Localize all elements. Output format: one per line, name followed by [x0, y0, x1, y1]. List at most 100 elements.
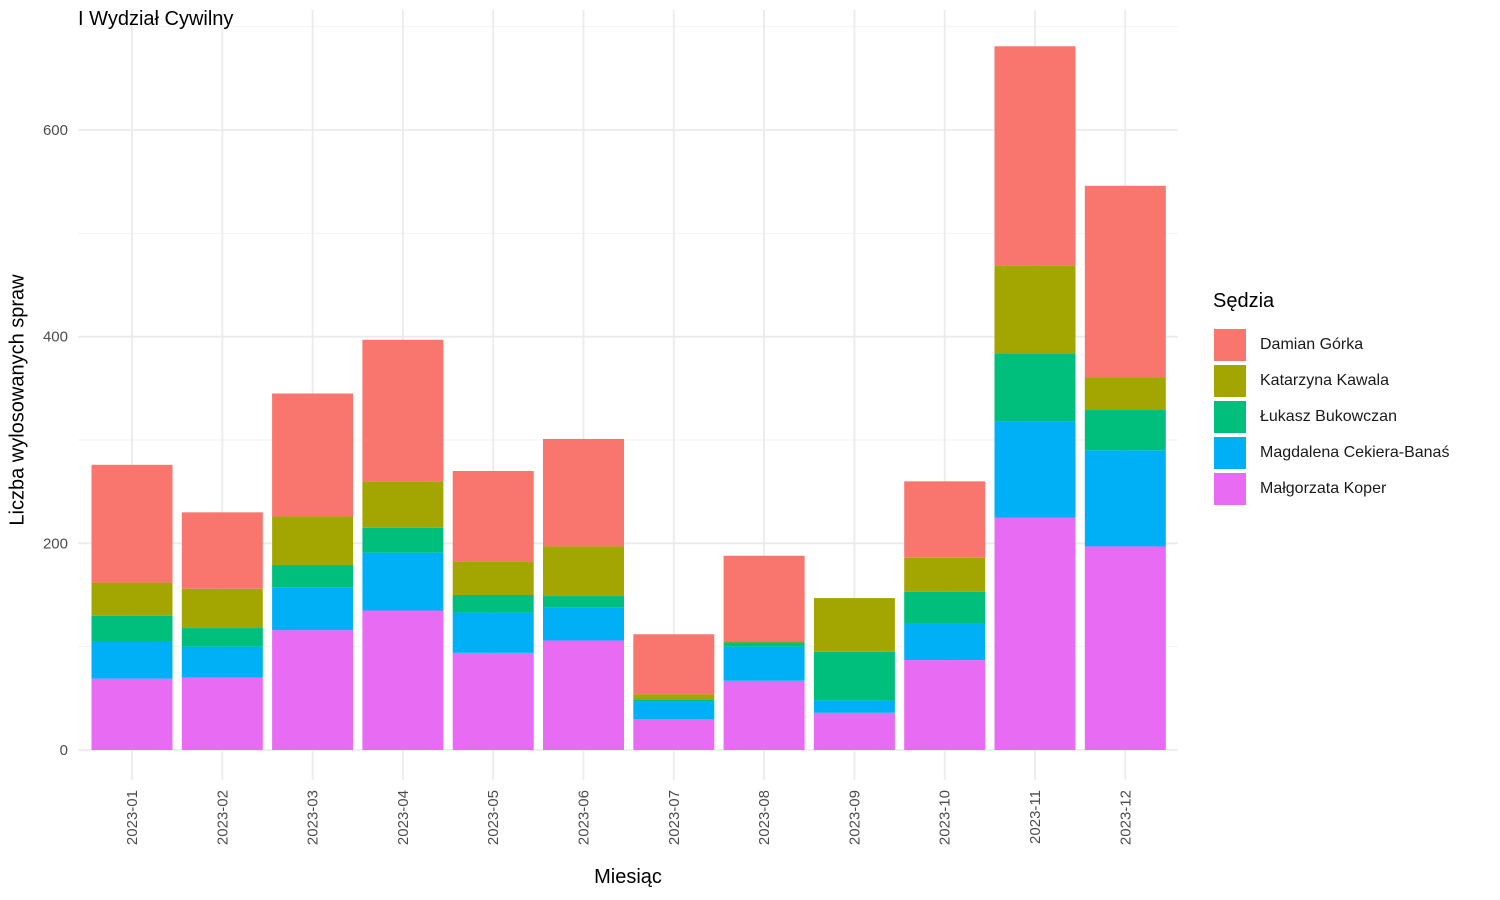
bar-segment	[633, 699, 715, 702]
bar-segment	[1084, 546, 1166, 750]
legend: Sędzia Damian Górka Katarzyna Kawala Łukas…	[1213, 290, 1449, 507]
bar-segment	[452, 612, 534, 653]
legend-swatch	[1213, 328, 1247, 362]
legend-swatch	[1213, 472, 1247, 506]
bar-segment	[723, 555, 805, 642]
bar-segment	[452, 561, 534, 595]
legend-item: Damian Górka	[1213, 327, 1449, 363]
bar-segment	[181, 628, 263, 647]
bar-segment	[272, 587, 354, 631]
bar-segment	[904, 623, 986, 661]
bar-segment	[904, 481, 986, 558]
bar-segment	[91, 615, 173, 642]
x-axis-label: Miesiąc	[594, 866, 662, 888]
bar-segment	[994, 421, 1076, 518]
y-tick-label: 600	[43, 122, 68, 139]
bar-segment	[452, 471, 534, 562]
x-tick-label: 2023-04	[395, 790, 412, 845]
bar-segment	[994, 265, 1076, 354]
bar-segment	[362, 610, 444, 750]
bar-segment	[994, 517, 1076, 750]
bar-segment	[723, 641, 805, 643]
x-axis-ticks: 2023-01 2023-02 2023-03 2023-04 2023-05 2023-…	[124, 790, 1134, 845]
x-tick-label: 2023-01	[124, 790, 141, 845]
x-tick-label: 2023-10	[937, 790, 954, 845]
bar-segment	[452, 595, 534, 613]
bar-segment	[91, 678, 173, 750]
legend-label: Łukasz Bukowczan	[1260, 408, 1397, 425]
bar-segment	[813, 712, 895, 750]
bar-segment	[362, 552, 444, 611]
legend-label: Damian Górka	[1260, 336, 1364, 353]
bar-segment	[1084, 378, 1166, 411]
x-tick-label: 2023-11	[1027, 790, 1044, 844]
bar-segment	[723, 646, 805, 681]
bars	[91, 46, 1166, 750]
bar-segment	[362, 339, 444, 482]
bar-segment	[994, 46, 1076, 266]
y-axis-ticks: 0 200 400 600	[43, 122, 68, 759]
bar-segment	[91, 464, 173, 583]
bar-segment	[362, 527, 444, 553]
bar-segment	[91, 641, 173, 679]
bar-segment	[723, 642, 805, 647]
bar-segment	[91, 582, 173, 616]
y-tick-label: 0	[60, 742, 68, 759]
bar-segment	[272, 393, 354, 517]
bar-segment	[813, 598, 895, 652]
legend-swatch	[1213, 400, 1247, 434]
legend-item: Katarzyna Kawala	[1213, 363, 1449, 399]
bar-segment	[904, 660, 986, 750]
bar-segment	[633, 634, 715, 695]
chart-title: I Wydział Cywilny	[78, 8, 234, 30]
legend-swatch	[1213, 364, 1247, 398]
bar-segment	[994, 353, 1076, 422]
bar-segment	[813, 651, 895, 701]
x-tick-label: 2023-03	[305, 790, 322, 845]
bar-segment	[543, 607, 624, 641]
x-tick-label: 2023-06	[576, 790, 593, 845]
bar-segment	[1084, 185, 1166, 378]
legend-label: Małgorzata Koper	[1260, 480, 1387, 497]
x-tick-label: 2023-05	[485, 790, 502, 845]
bar-segment	[1084, 450, 1166, 547]
bar-segment	[633, 694, 715, 700]
bar-segment	[181, 646, 263, 678]
bar-segment	[452, 652, 534, 750]
legend-swatch	[1213, 436, 1247, 470]
bar-segment	[723, 680, 805, 750]
legend-items: Damian Górka Katarzyna Kawala Łukasz Bukow…	[1213, 327, 1449, 507]
bar-segment	[272, 516, 354, 566]
x-tick-label: 2023-07	[666, 790, 683, 845]
x-tick-label: 2023-08	[756, 790, 773, 845]
x-tick-label: 2023-02	[214, 790, 231, 845]
bar-segment	[904, 557, 986, 592]
legend-title: Sędzia	[1213, 290, 1275, 312]
legend-item: Małgorzata Koper	[1213, 471, 1449, 507]
y-axis-label: Liczba wylosowanych spraw	[6, 274, 29, 526]
legend-label: Katarzyna Kawala	[1260, 372, 1389, 389]
bar-segment	[543, 546, 624, 597]
bar-segment	[633, 719, 715, 750]
y-tick-label: 200	[43, 535, 68, 552]
bar-segment	[181, 677, 263, 750]
bar-segment	[543, 640, 624, 750]
bar-segment	[633, 701, 715, 719]
bar-segment	[904, 591, 986, 624]
bar-segment	[362, 481, 444, 528]
bar-segment	[272, 565, 354, 588]
bar-segment	[543, 596, 624, 608]
x-tick-label: 2023-09	[846, 790, 863, 845]
bar-segment	[1084, 410, 1166, 451]
bar-segment	[181, 588, 263, 629]
bar-segment	[543, 438, 624, 547]
legend-item: Magdalena Cekiera-Banaś	[1213, 435, 1449, 471]
legend-item: Łukasz Bukowczan	[1213, 399, 1449, 435]
y-tick-label: 400	[43, 329, 68, 346]
bar-segment	[272, 630, 354, 750]
x-tick-label: 2023-12	[1117, 790, 1134, 845]
legend-label: Magdalena Cekiera-Banaś	[1260, 444, 1450, 461]
bar-segment	[813, 700, 895, 713]
bar-segment	[181, 512, 263, 589]
